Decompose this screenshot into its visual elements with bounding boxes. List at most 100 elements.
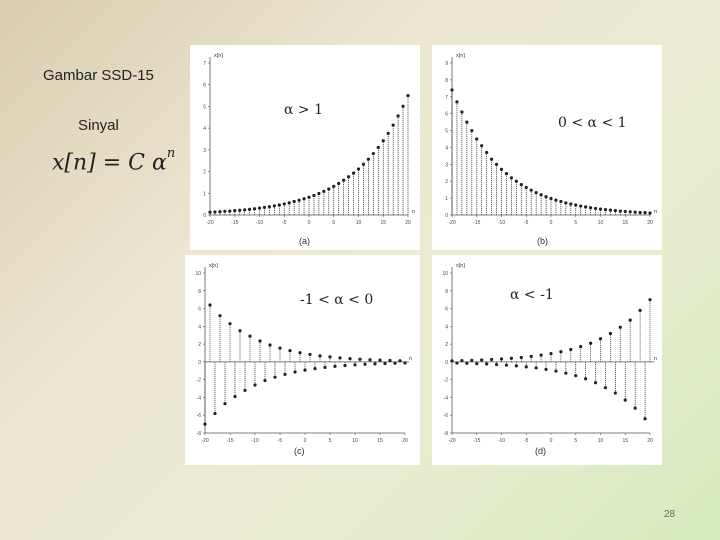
- stem-point: [564, 371, 568, 375]
- stem-point: [406, 93, 410, 98]
- stem-point: [613, 391, 617, 395]
- y-tick-label: 5: [203, 104, 206, 110]
- stem-point: [233, 209, 237, 213]
- x-tick-label: 0: [550, 220, 553, 226]
- stem-point: [643, 211, 647, 215]
- y-tick-label: -8: [444, 431, 449, 437]
- stem-point: [288, 349, 292, 353]
- stem-point: [348, 357, 352, 361]
- x-tick-label: 0: [550, 438, 553, 444]
- stem-point: [584, 205, 588, 209]
- x-tick-label: 20: [402, 438, 408, 444]
- stem-point: [378, 358, 382, 362]
- stem-point: [623, 209, 627, 214]
- x-tick-label: 5: [574, 438, 577, 444]
- stem-point: [223, 209, 227, 213]
- stem-point: [283, 372, 287, 376]
- stem-point: [257, 206, 262, 210]
- x-tick-label: 5: [332, 220, 335, 226]
- stem-point: [613, 209, 617, 213]
- x-tick-label: -15: [226, 438, 233, 444]
- stem-point: [371, 151, 375, 156]
- page-number: 28: [664, 509, 676, 520]
- stem-point: [238, 329, 242, 333]
- stem-point: [544, 367, 548, 371]
- y-tick-label: 3: [445, 162, 448, 168]
- slide-title: Gambar SSD-15: [43, 67, 154, 84]
- x-tick-label: -10: [256, 220, 263, 226]
- stem-point: [499, 167, 504, 171]
- stem-point: [633, 406, 637, 410]
- stem-point: [465, 120, 469, 124]
- x-tick-label: 0: [308, 220, 311, 226]
- stem-point: [248, 334, 252, 338]
- stem-point: [460, 110, 464, 114]
- stem-point: [292, 199, 296, 204]
- y-tick-label: 4: [198, 324, 201, 330]
- stem-point: [332, 184, 336, 188]
- stem-point: [337, 181, 341, 186]
- stem-point: [388, 358, 392, 363]
- stem-point: [643, 417, 647, 421]
- x-tick-label: -5: [524, 438, 529, 444]
- stem-point: [333, 364, 337, 368]
- stem-point: [317, 191, 321, 196]
- x-tick-label: -10: [251, 438, 258, 444]
- stem-point: [514, 364, 518, 368]
- stem-point: [268, 343, 272, 347]
- stem-point: [559, 199, 563, 204]
- y-tick-label: 8: [445, 78, 448, 84]
- stem-point: [603, 386, 608, 390]
- stem-point: [366, 157, 370, 161]
- slide-subtitle: Sinyal: [78, 117, 119, 134]
- y-tick-label: 2: [445, 179, 448, 185]
- y-tick-label: 0: [198, 360, 201, 366]
- stem-point: [308, 352, 312, 357]
- formula-main: x[n] = C α: [52, 150, 167, 176]
- x-axis-label: n: [412, 209, 415, 215]
- x-tick-label: 10: [598, 220, 604, 226]
- stem-point: [559, 350, 563, 354]
- condition-d: α < -1: [510, 287, 554, 303]
- stem-point: [272, 204, 276, 208]
- plot-a: 0 1 2 3 4 5 6 7 -20 -15 -10 -5 0 5 10 15 20 x[n] n: [190, 45, 420, 250]
- stem-point: [252, 207, 257, 211]
- stem-point: [475, 137, 479, 141]
- stem-point: [470, 128, 474, 133]
- x-tick-label: 20: [647, 220, 653, 226]
- stem-point: [628, 210, 632, 214]
- stem-point: [579, 345, 583, 349]
- x-tick-label: 20: [405, 220, 411, 226]
- stem-point: [213, 210, 217, 214]
- stem-point: [396, 114, 400, 118]
- stem-point: [460, 358, 464, 363]
- stem-point: [203, 422, 207, 426]
- stem-point: [569, 202, 573, 206]
- stem-point: [514, 179, 518, 183]
- y-tick-label: 8: [445, 289, 448, 295]
- x-tick-label: 15: [622, 220, 628, 226]
- stem-point: [519, 355, 523, 360]
- stem-point: [524, 365, 528, 369]
- x-tick-label: -20: [448, 438, 455, 444]
- stem-point: [258, 339, 262, 343]
- stem-point: [218, 210, 222, 214]
- plot-a-svg: 0 1 2 3 4 5 6 7 -20 -15 -10 -5 0 5 10 15 20 x[n] n: [203, 53, 415, 226]
- stem-point: [499, 357, 504, 361]
- stem-point: [623, 398, 627, 402]
- stem-point: [267, 205, 271, 209]
- stem-point: [398, 359, 402, 363]
- x-tick-label: -20: [206, 220, 213, 226]
- y-tick-label: 2: [203, 170, 206, 176]
- x-tick-label: -15: [231, 220, 238, 226]
- stem-point: [633, 210, 637, 214]
- y-tick-label: -6: [444, 413, 449, 419]
- stem-point: [574, 203, 578, 207]
- x-tick-label: 5: [329, 438, 332, 444]
- x-tick-label: 15: [622, 438, 628, 444]
- stem-point: [351, 171, 356, 175]
- y-axis-label: x[n]: [209, 263, 218, 269]
- condition-a: α > 1: [284, 102, 323, 118]
- caption-c: (c): [294, 446, 305, 456]
